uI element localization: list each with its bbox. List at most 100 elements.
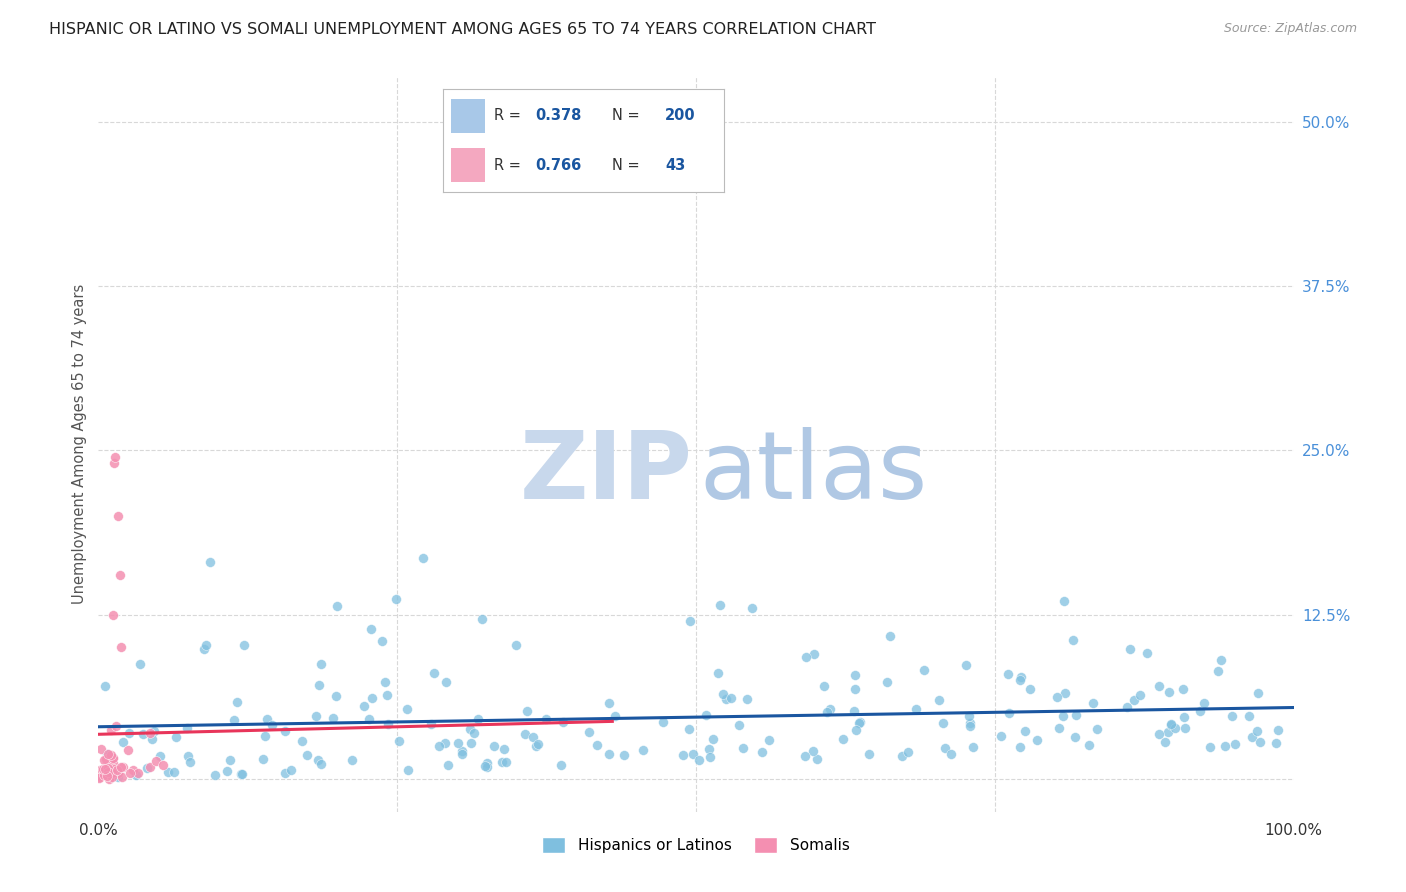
Text: 200: 200: [665, 108, 696, 123]
Point: [955, 658, 977, 673]
Point: [1085, 722, 1108, 736]
Point: [131, 726, 153, 740]
Point: [603, 709, 626, 723]
Point: [1174, 721, 1197, 735]
Point: [396, 763, 419, 777]
Point: [451, 747, 474, 761]
Point: [360, 691, 382, 706]
Point: [1047, 721, 1070, 735]
Point: [1173, 710, 1195, 724]
Point: [217, 764, 239, 779]
Point: [1014, 724, 1036, 739]
Point: [1160, 716, 1182, 731]
Point: [1192, 696, 1215, 710]
Point: [1136, 647, 1159, 661]
Point: [1265, 736, 1288, 750]
Point: [97, 761, 120, 775]
Point: [522, 731, 544, 745]
Point: [353, 699, 375, 714]
Point: [1206, 664, 1229, 678]
Point: [377, 688, 399, 702]
Point: [231, 766, 253, 780]
Point: [720, 690, 742, 705]
Point: [928, 693, 950, 707]
Point: [101, 607, 124, 622]
Point: [1246, 686, 1268, 700]
Point: [122, 764, 145, 778]
Y-axis label: Unemployment Among Ages 65 to 74 years: Unemployment Among Ages 65 to 74 years: [72, 284, 87, 604]
Point: [1213, 739, 1236, 753]
Point: [307, 753, 329, 767]
Point: [997, 667, 1019, 681]
Text: 43: 43: [665, 158, 685, 173]
Point: [1237, 709, 1260, 723]
Point: [934, 740, 956, 755]
Point: [905, 702, 928, 716]
Point: [252, 752, 274, 766]
Point: [447, 736, 470, 750]
Point: [962, 739, 984, 754]
Point: [128, 657, 150, 672]
Point: [136, 760, 159, 774]
Text: N =: N =: [612, 158, 644, 173]
Point: [340, 753, 363, 767]
Point: [491, 755, 513, 769]
Point: [550, 758, 572, 772]
Point: [844, 682, 866, 697]
Point: [371, 634, 394, 648]
Point: [110, 640, 132, 655]
Point: [94, 679, 117, 693]
Point: [423, 666, 446, 681]
Point: [193, 642, 215, 657]
Point: [280, 763, 302, 777]
Point: [806, 752, 828, 766]
Text: atlas: atlas: [700, 427, 928, 519]
Point: [326, 599, 349, 614]
Point: [1010, 673, 1032, 687]
Point: [117, 743, 139, 757]
Point: [858, 747, 880, 762]
Point: [141, 731, 163, 746]
Point: [735, 692, 758, 706]
Point: [848, 716, 870, 731]
Point: [688, 753, 710, 767]
Point: [97, 772, 120, 786]
Point: [959, 715, 981, 730]
Point: [467, 712, 489, 726]
Point: [997, 706, 1019, 721]
Point: [104, 450, 127, 464]
Point: [103, 762, 125, 776]
Point: [165, 730, 187, 744]
Point: [111, 770, 134, 784]
Point: [803, 647, 825, 661]
Point: [1010, 670, 1032, 684]
Point: [360, 622, 382, 636]
Point: [876, 675, 898, 690]
Point: [295, 748, 318, 763]
Point: [103, 457, 125, 471]
Point: [1223, 737, 1246, 751]
Point: [436, 675, 458, 690]
Point: [101, 750, 124, 764]
Point: [939, 747, 962, 761]
Point: [957, 708, 980, 723]
Point: [586, 738, 609, 752]
Point: [125, 768, 148, 782]
Point: [524, 739, 547, 753]
Point: [1122, 693, 1144, 707]
Point: [879, 629, 901, 643]
Point: [758, 732, 780, 747]
Point: [156, 765, 179, 780]
Point: [463, 725, 485, 739]
Point: [395, 702, 418, 716]
Point: [1025, 733, 1047, 747]
Point: [813, 679, 835, 693]
Point: [110, 760, 132, 774]
Point: [959, 719, 981, 733]
Point: [1077, 738, 1099, 752]
Point: [260, 717, 283, 731]
Point: [844, 668, 866, 682]
Point: [516, 705, 538, 719]
Point: [651, 715, 673, 730]
Point: [633, 742, 655, 756]
